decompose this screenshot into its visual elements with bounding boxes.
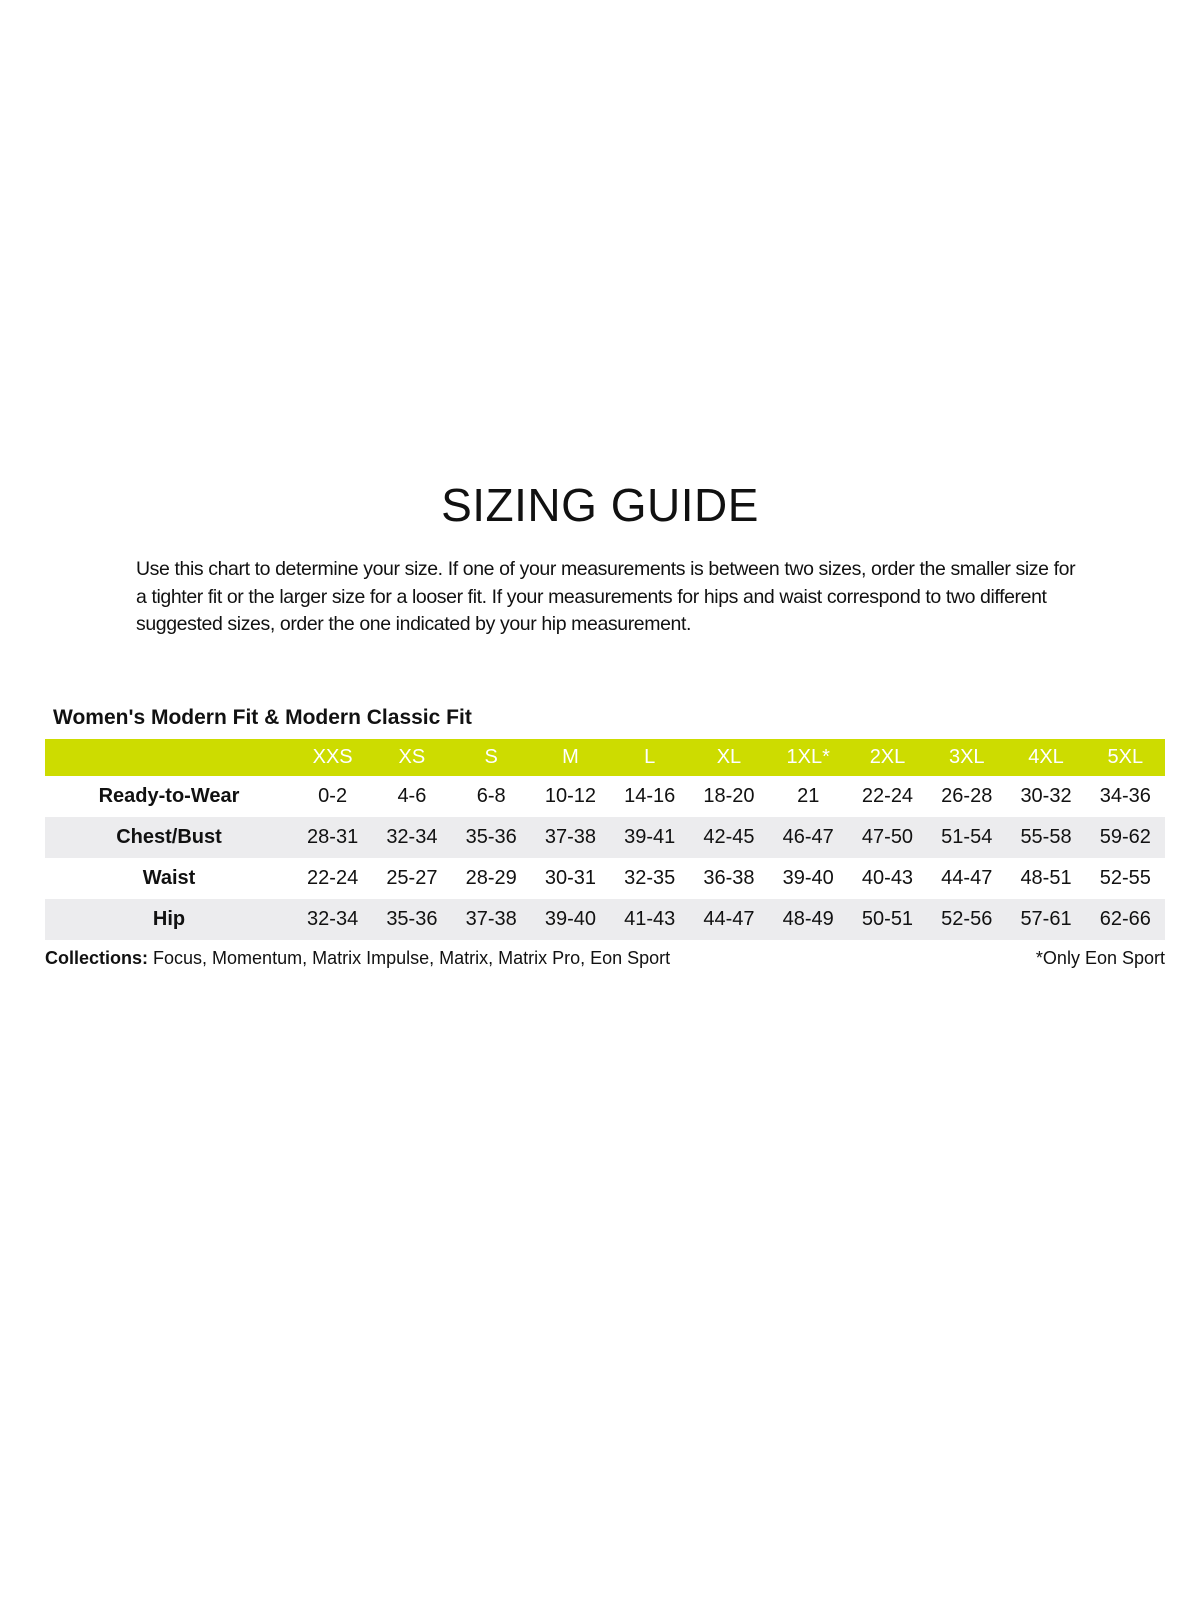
table-cell: 32-34 [307, 908, 359, 930]
table-cell: 35-36 [386, 908, 438, 930]
collections-list: Focus, Momentum, Matrix Impulse, Matrix,… [153, 948, 671, 968]
size-header: 1XL* [786, 746, 830, 768]
table-cell: 52-56 [941, 908, 993, 930]
table-cell: 59-62 [1099, 826, 1151, 848]
row-label: Hip [152, 908, 186, 930]
table-cell: 37-38 [544, 826, 596, 848]
page-title: SIZING GUIDE [441, 479, 759, 531]
table-cell: 34-36 [1099, 785, 1151, 807]
size-header: L [644, 746, 656, 768]
table-cell: 39-41 [624, 826, 676, 848]
table-cell: 0-2 [318, 785, 348, 807]
table-cell: 32-35 [624, 867, 676, 889]
table-cell: 36-38 [703, 867, 755, 889]
table-cell: 57-61 [1020, 908, 1072, 930]
asterisk-note: *Only Eon Sport [1035, 948, 1165, 968]
size-header-row: XXS XS S M L XL 1XL* 2XL 3XL 4XL 5XL [45, 739, 1165, 776]
table-row: Chest/Bust 28-31 32-34 35-36 37-38 39-41 42-45… [45, 817, 1165, 858]
size-header: S [484, 746, 498, 768]
row-label: Ready-to-Wear [98, 785, 240, 807]
table-cell: 22-24 [861, 785, 914, 807]
table-cell: 28-29 [465, 867, 517, 889]
size-header: XXS [312, 746, 353, 768]
size-header: 3XL [948, 746, 985, 768]
table-row: Waist 22-24 25-27 28-29 30-31 32-35 36-38 39-40… [45, 858, 1165, 899]
table-cell: 62-66 [1099, 908, 1151, 930]
table-cell: 51-54 [941, 826, 993, 848]
intro-paragraph: Use this chart to determine your size. I… [136, 558, 1076, 635]
table-cell: 30-32 [1020, 785, 1072, 807]
table-cell: 44-47 [941, 867, 993, 889]
table-cell: 21 [797, 785, 820, 807]
table-cell: 4-6 [397, 785, 427, 807]
table-cell: 18-20 [703, 785, 755, 807]
row-label: Waist [142, 867, 196, 889]
header-blank [45, 739, 293, 776]
row-label: Chest/Bust [116, 826, 222, 848]
table-cell: 26-28 [941, 785, 993, 807]
table-cell: 10-12 [544, 785, 596, 807]
table-cell: 30-31 [544, 867, 596, 889]
table-cell: 42-45 [703, 826, 755, 848]
size-table: XXS XS S M L XL 1XL* 2XL 3XL 4XL 5XL Ready-to-Wear… [45, 739, 1165, 940]
collections-note: Collections: Focus, Momentum, Matrix Imp… [45, 948, 670, 969]
table-cell: 41-43 [624, 908, 676, 930]
collections-label: Collections: [45, 948, 149, 968]
size-header: 4XL [1028, 746, 1064, 768]
table-row: Hip 32-34 35-36 37-38 39-40 41-43 44-47 48-49 50… [45, 899, 1165, 940]
table-cell: 48-49 [782, 908, 834, 930]
table-cell: 28-31 [307, 826, 359, 848]
size-header: M [562, 746, 579, 768]
table-cell: 44-47 [703, 908, 755, 930]
size-header: XS [398, 746, 426, 768]
table-footer: Collections: Focus, Momentum, Matrix Imp… [45, 948, 1165, 969]
table-cell: 47-50 [861, 826, 914, 848]
table-cell: 14-16 [624, 785, 676, 807]
table-cell: 46-47 [782, 826, 834, 848]
table-cell: 22-24 [307, 867, 359, 889]
table-cell: 37-38 [465, 908, 517, 930]
table-cell: 39-40 [782, 867, 834, 889]
table-cell: 40-43 [861, 867, 914, 889]
table-cell: 32-34 [386, 826, 438, 848]
table-cell: 6-8 [476, 785, 506, 807]
size-header: XL [716, 746, 742, 768]
table-cell: 55-58 [1020, 826, 1072, 848]
table-cell: 48-51 [1020, 867, 1072, 889]
table-cell: 52-55 [1099, 867, 1151, 889]
size-header: 5XL [1107, 746, 1144, 768]
table-cell: 39-40 [544, 908, 596, 930]
size-header: 2XL [869, 746, 906, 768]
table-cell: 25-27 [386, 867, 438, 889]
table-cell: 35-36 [465, 826, 517, 848]
table-title: Women's Modern Fit & Modern Classic Fit [53, 706, 472, 729]
table-row: Ready-to-Wear 0-2 4-6 6-8 10-12 14-16 18-20 21 2… [45, 776, 1165, 817]
table-cell: 50-51 [861, 908, 914, 930]
